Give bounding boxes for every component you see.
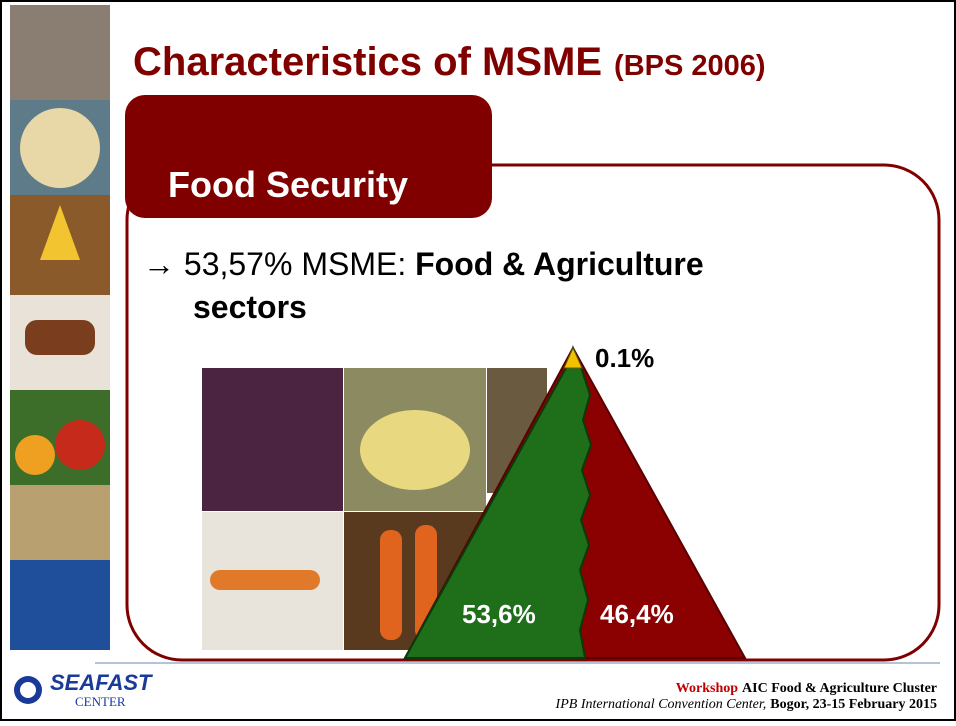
logo-name: SEAFAST <box>50 670 153 695</box>
photo-carrot <box>380 530 402 640</box>
photo-satay-meat <box>25 320 95 355</box>
title-note: (BPS 2006) <box>614 50 766 82</box>
photo-shelves <box>10 485 110 560</box>
tab-label: Food Security <box>168 164 408 205</box>
photo-carrot <box>210 570 320 590</box>
footer-workshop: Workshop <box>676 681 738 696</box>
footer-event: AIC Food & Agriculture Cluster <box>742 681 937 696</box>
photo-grid <box>202 368 547 650</box>
photo-cans <box>10 560 110 650</box>
logo-sub: CENTER <box>75 694 126 709</box>
photo-cone <box>40 205 80 260</box>
title-main: Characteristics of MSME <box>133 40 602 84</box>
pyramid-top <box>563 346 583 369</box>
photo-purple-carrots <box>202 368 343 511</box>
bullet-bold: Food & Agriculture <box>415 246 704 282</box>
tab <box>125 95 492 218</box>
photo-yellow-carrot <box>360 410 470 490</box>
pyramid-top-label: 0.1% <box>595 343 654 373</box>
photo-noodle-bowl <box>20 108 100 188</box>
bullet-lead: → 53,57% MSME: <box>143 246 415 282</box>
photo-palm-fruit <box>55 420 105 470</box>
footer-line1: Workshop AIC Food & Agriculture Cluster <box>676 681 937 696</box>
footer-venue: IPB International Convention Center, <box>555 697 767 712</box>
photo-shrimp <box>10 5 110 100</box>
content-box <box>125 163 941 662</box>
footer-line2: IPB International Convention Center, Bogo… <box>555 697 937 712</box>
pyramid-left <box>403 345 593 659</box>
bullet: → 53,57% MSME: Food & Agriculture <box>143 246 704 282</box>
logo-emblem-inner <box>20 682 36 698</box>
photo-strip <box>10 5 110 650</box>
footer-place-date: Bogor, 23-15 February 2015 <box>770 697 937 712</box>
bullet-bold: sectors <box>193 289 307 325</box>
pyramid-left-label: 53,6% <box>462 599 536 629</box>
photo-palm-fruit <box>15 435 55 475</box>
pyramid-right-label: 46,4% <box>600 599 674 629</box>
slide-title: Characteristics of MSME (BPS 2006) <box>133 40 766 84</box>
